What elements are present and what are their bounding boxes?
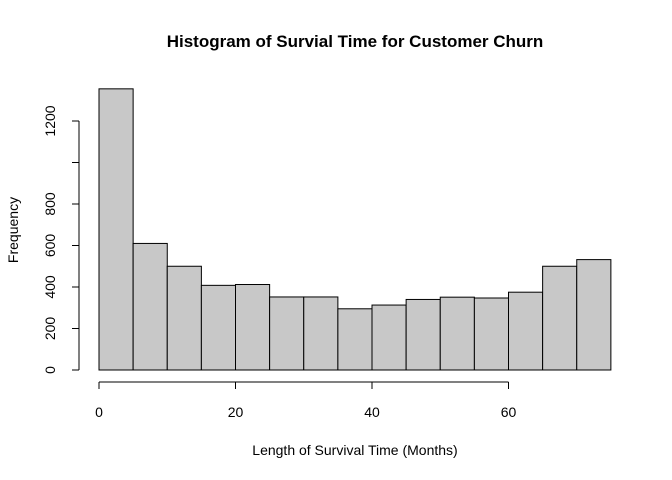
y-tick-label-4: 800 bbox=[42, 192, 58, 216]
y-tick-label-6: 1200 bbox=[42, 105, 58, 136]
histogram-bar-14 bbox=[576, 259, 612, 371]
chart-title: Histogram of Survial Time for Customer C… bbox=[167, 32, 544, 51]
y-axis-label: Frequency bbox=[5, 197, 21, 263]
histogram-bar-2 bbox=[166, 265, 202, 371]
histogram-bar-8 bbox=[371, 304, 407, 371]
histogram-bar-1 bbox=[132, 242, 168, 371]
histogram-bar-6 bbox=[303, 296, 339, 371]
histogram-bar-5 bbox=[269, 296, 305, 371]
x-tick-label-0: 0 bbox=[95, 404, 103, 420]
x-axis: 0 20 40 60 bbox=[95, 381, 517, 420]
histogram-bar-0 bbox=[98, 88, 134, 371]
y-axis: 0 200 400 600 800 1200 bbox=[42, 105, 80, 374]
histogram-bar-12 bbox=[508, 291, 544, 371]
x-tick-label-2: 40 bbox=[364, 404, 380, 420]
x-tick-label-1: 20 bbox=[228, 404, 244, 420]
histogram-bar-3 bbox=[200, 284, 237, 371]
histogram-bar-10 bbox=[439, 296, 475, 371]
y-tick-label-0: 0 bbox=[42, 366, 58, 374]
y-tick-label-2: 400 bbox=[42, 275, 58, 299]
x-tick-label-3: 60 bbox=[501, 404, 517, 420]
bars-group bbox=[98, 88, 612, 371]
x-axis-label: Length of Survival Time (Months) bbox=[252, 442, 457, 458]
histogram-bar-4 bbox=[235, 284, 271, 371]
histogram-bar-9 bbox=[405, 298, 441, 371]
histogram-bar-11 bbox=[473, 297, 510, 371]
y-tick-label-3: 600 bbox=[42, 234, 58, 258]
histogram-bar-7 bbox=[337, 308, 373, 371]
y-tick-label-1: 200 bbox=[42, 317, 58, 341]
histogram-bar-13 bbox=[542, 265, 578, 371]
